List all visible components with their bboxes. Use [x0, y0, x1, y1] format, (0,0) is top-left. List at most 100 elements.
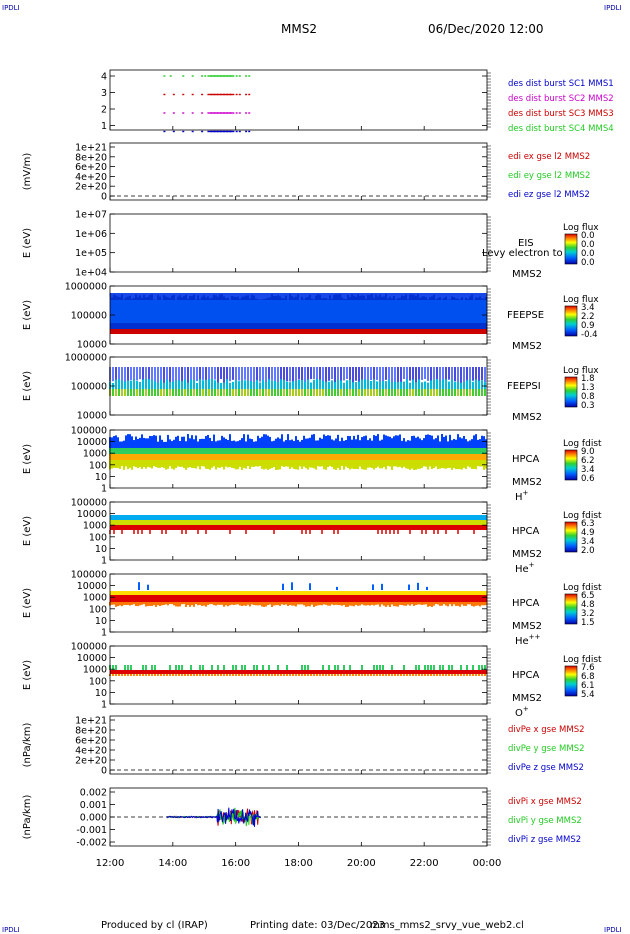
hpca_he-ytick-label: 1000: [83, 521, 107, 532]
divpe-panel-frame: [109, 715, 488, 775]
x-axis-tick-label: 22:00: [410, 858, 439, 869]
hpca_o-ytick-label: 10000: [77, 653, 107, 664]
feepsi-colorbar-value: 0.3: [581, 401, 595, 411]
hpca_hepp-colorbar-title: Log fdist: [563, 583, 602, 593]
hpca_he-colorbar-title: Log fdist: [563, 511, 602, 521]
feepse-colorbar-value: 2.2: [581, 312, 595, 322]
x-axis-tick-label: 16:00: [221, 858, 250, 869]
header-datetime: 06/Dec/2020 12:00: [428, 22, 544, 36]
hpca_he-charge-label: +: [529, 561, 535, 569]
hpca_o-charge-label: +: [523, 705, 529, 713]
feepse-ylabel: E (eV): [22, 300, 33, 330]
eis-colorbar: [564, 233, 578, 265]
divpe-legend-entry: divPe y gse MMS2: [508, 744, 585, 754]
hpca_hepp-ytick-label: 10: [95, 616, 107, 627]
edi-ytick-label: 2e+20: [75, 182, 107, 193]
hpca_he-instrument-label: HPCA: [512, 526, 540, 537]
eis-panel-frame: [109, 213, 488, 273]
hpca_he-ytick-label: 100: [89, 532, 107, 543]
edi-panel-frame: [109, 142, 488, 201]
hpca_he-ytick-label: 100000: [71, 498, 107, 509]
hpca-hepp-yellow-band: [110, 591, 487, 595]
hpca_h-ytick-label: 1: [101, 484, 107, 495]
hpca_he-colorbar-value: 4.9: [581, 528, 595, 538]
divpi-ytick-label: 0.001: [80, 800, 107, 811]
hpca_he-species-label: He+: [515, 561, 535, 575]
hpca_o-colorbar-value: 7.6: [581, 663, 595, 673]
hpca_hepp-colorbar-value: 4.8: [581, 600, 595, 610]
feepsi-colorbar: [564, 376, 578, 408]
hpca_hepp-charge-label: ++: [529, 633, 541, 641]
x-axis-tick-label: 14:00: [158, 858, 187, 869]
hpca_he-ytick-label: 10000: [77, 509, 107, 520]
eis-ylabel: E (eV): [22, 228, 33, 258]
hpca_h-colorbar-value: 3.4: [581, 465, 595, 475]
burst-ytick-label: 2: [101, 105, 107, 116]
hpca_h-instrument-label: HPCA: [512, 454, 540, 465]
feepse-colorbar-title: Log flux: [563, 295, 599, 305]
hpca_o-ytick-label: 1000: [83, 665, 107, 676]
divpe-ytick-label: 8e+20: [75, 726, 107, 737]
eis-ytick-label: 1e+06: [75, 229, 107, 240]
edi-ytick-label: 1e+21: [75, 143, 107, 154]
header-spacecraft: MMS2: [281, 22, 317, 36]
footer-printing-date: Printing date: 03/Dec/2023: [250, 920, 386, 931]
edi-ytick-label: 4e+20: [75, 172, 107, 183]
feepsi-colorbar-value: 1.3: [581, 383, 595, 393]
divpe-ytick-label: 4e+20: [75, 746, 107, 757]
burst-ytick-label: 1: [101, 121, 107, 132]
x-axis-tick-label: 12:00: [96, 858, 125, 869]
hpca_he-ytick-label: 1: [101, 556, 107, 567]
feepse-low-energy-band: [110, 329, 487, 334]
hpca_o-instrument-label: HPCA: [512, 670, 540, 681]
divpi-ytick-label: 0.000: [80, 813, 107, 824]
feepsi-colorbar-title: Log flux: [563, 366, 599, 376]
feepse-ytick-label: 1000000: [65, 282, 107, 293]
burst-legend-entry: des dist burst SC1 MMS1: [508, 79, 614, 89]
footer-produced-by: Produced by cl (IRAP): [101, 920, 208, 931]
eis-colorbar-value: 0.0: [581, 240, 595, 250]
hpca_o-ytick-label: 10: [95, 688, 107, 699]
hpca_h-colorbar-value: 0.6: [581, 474, 595, 484]
divpi-legend-entry: divPi z gse MMS2: [508, 835, 581, 845]
divpi-ytick-label: 0.002: [80, 788, 107, 799]
hpca_h-ytick-label: 10000: [77, 437, 107, 448]
hpca_he-colorbar-value: 2.0: [581, 546, 595, 556]
burst-legend-entry: des dist burst SC4 MMS4: [508, 124, 614, 134]
hpca_hepp-ytick-label: 1: [101, 628, 107, 639]
feepse-spacecraft-label: MMS2: [512, 341, 542, 352]
edi-ylabel: (mV/m): [22, 153, 33, 191]
feepsi-colorbar-value: 0.8: [581, 392, 595, 402]
hpca_he-colorbar: [564, 521, 578, 553]
hpca_o-ytick-label: 100000: [71, 642, 107, 653]
hpca_o-spacecraft-label: MMS2: [512, 693, 542, 704]
x-axis-tick-label: 18:00: [284, 858, 313, 869]
divpi-ylabel: (nPa/km): [22, 795, 33, 840]
edi-ytick-label: 0: [101, 192, 107, 203]
hpca_hepp-instrument-label: HPCA: [512, 598, 540, 609]
hpca_h-species-label: H+: [515, 489, 529, 503]
divpe-legend-entry: divPe z gse MMS2: [508, 763, 584, 773]
eis-colorbar-value: 0.0: [581, 231, 595, 241]
divpi-legend-entry: divPi x gse MMS2: [508, 797, 582, 807]
hpca_o-colorbar-value: 6.8: [581, 672, 595, 682]
divpi-ytick-label: -0.002: [76, 838, 107, 849]
hpca_hepp-ytick-label: 100000: [71, 570, 107, 581]
hpca_h-colorbar-title: Log fdist: [563, 439, 602, 449]
feepse-colorbar-value: -0.4: [581, 330, 598, 340]
hpca_h-charge-label: +: [523, 489, 529, 497]
hpca_h-ytick-label: 10: [95, 472, 107, 483]
hpca_hepp-colorbar-value: 1.5: [581, 618, 595, 628]
divpe-ytick-label: 6e+20: [75, 736, 107, 747]
feepse-instrument-label: FEEPSE: [507, 310, 544, 321]
hpca_he-colorbar-value: 6.3: [581, 519, 595, 529]
feepse-ytick-label: 100000: [71, 311, 107, 322]
hpca_o-ytick-label: 100: [89, 676, 107, 687]
burst-panel-frame: [109, 69, 488, 131]
hpca_hepp-ylabel: E (eV): [22, 588, 33, 618]
divpe-legend-entry: divPe x gse MMS2: [508, 725, 585, 735]
hpca_he-colorbar-value: 3.4: [581, 537, 595, 547]
hpca_h-spacecraft-label: MMS2: [512, 477, 542, 488]
hpca_o-colorbar: [564, 665, 578, 697]
